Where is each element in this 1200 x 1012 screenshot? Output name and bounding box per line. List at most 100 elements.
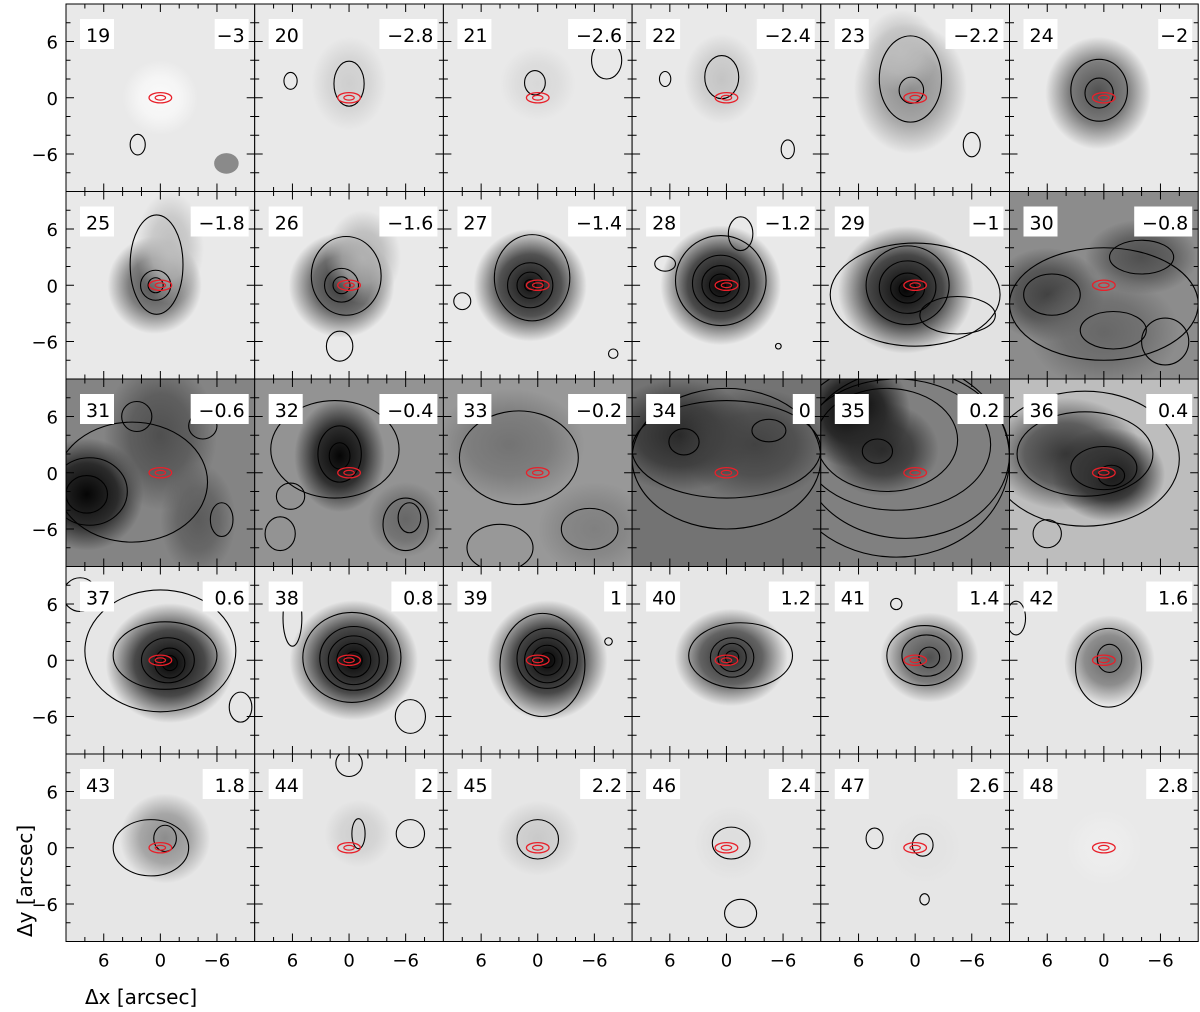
contour-line	[886, 625, 963, 687]
contour-line	[112, 621, 218, 690]
velocity-label-box	[190, 394, 249, 424]
contour-line	[560, 507, 619, 551]
channel-label-box	[646, 19, 681, 49]
velocity-label: −0.8	[1142, 213, 1188, 235]
contour-line	[711, 826, 751, 860]
contour-line	[310, 235, 382, 316]
channel-number: 29	[841, 213, 865, 235]
contour-line	[829, 242, 1001, 347]
channel-number: 46	[652, 775, 676, 797]
velocity-label: 1.8	[214, 775, 244, 797]
contour-line	[395, 819, 426, 849]
red-marker-inner	[1098, 844, 1110, 851]
contour-line	[878, 260, 937, 314]
velocity-label-box	[957, 581, 1004, 612]
channel-number: 31	[86, 400, 110, 422]
contour-line	[507, 262, 554, 309]
channel-number: 25	[86, 213, 110, 235]
red-marker-outer	[1091, 466, 1116, 479]
emission-blob	[886, 810, 963, 886]
channel-label-box	[834, 206, 869, 237]
velocity-label-box	[957, 769, 1004, 799]
contour-line	[302, 611, 402, 703]
velocity-label-box	[945, 19, 1004, 49]
contour-line	[898, 76, 925, 104]
emission-blob	[1028, 275, 1180, 379]
contour-line	[147, 277, 164, 294]
contour-line	[774, 342, 782, 350]
channel-panel: 37 0.6 6 0 −6	[31, 566, 256, 755]
emission-blob	[880, 612, 979, 703]
red-marker-outer	[525, 841, 550, 854]
channel-number: 32	[275, 400, 299, 422]
contour-line	[658, 70, 672, 88]
channel-number: 23	[841, 25, 865, 47]
contour-line	[317, 425, 362, 483]
contour-line	[1070, 58, 1128, 122]
contour-line	[962, 131, 981, 158]
channel-label-box	[457, 581, 492, 612]
red-marker-inner	[531, 657, 544, 664]
emission-blob	[311, 36, 387, 131]
beam-ellipse	[214, 153, 239, 174]
red-marker-inner	[720, 844, 733, 851]
red-marker-outer	[525, 654, 550, 667]
channel-number: 34	[652, 400, 676, 422]
contour-line	[901, 634, 952, 677]
channel-panel: 24 −2	[1009, 3, 1199, 192]
red-marker-inner	[531, 282, 544, 289]
velocity-label: −2.4	[765, 25, 811, 47]
y-tick-label: 6	[47, 595, 58, 616]
contour-line	[1023, 273, 1081, 316]
y-tick-label: −6	[31, 333, 58, 354]
channel-label-box	[646, 394, 681, 424]
velocity-label-box	[1146, 581, 1193, 612]
contour-line	[1074, 627, 1143, 708]
velocity-label-box	[379, 19, 438, 49]
red-marker-inner	[720, 282, 733, 289]
emission-blob	[122, 60, 199, 136]
channel-panel: 39 1	[442, 566, 633, 755]
red-marker-inner	[909, 282, 921, 289]
channel-number: 44	[275, 775, 299, 797]
contour-line	[112, 819, 190, 877]
velocity-label: 1.4	[969, 588, 999, 610]
contour-line	[674, 235, 767, 327]
contour-line	[865, 245, 950, 326]
x-tick-label: −6	[392, 951, 419, 972]
channel-panel: 19 −3 6 0 −6	[31, 3, 256, 192]
contour-line	[1141, 317, 1190, 366]
velocity-label: 2.6	[969, 775, 999, 797]
channel-number: 36	[1030, 400, 1054, 422]
red-marker-outer	[148, 466, 173, 479]
emission-blob	[496, 800, 580, 876]
x-tick-label: 6	[664, 951, 675, 972]
red-marker-outer	[903, 91, 928, 104]
contour-line	[283, 71, 298, 90]
contour-line	[1084, 77, 1114, 109]
channel-panel: 47 2.6 6 0 −6	[820, 753, 1010, 972]
contour-line	[351, 818, 366, 850]
velocity-label: −1.4	[576, 213, 622, 235]
channel-number: 43	[86, 775, 110, 797]
red-marker-outer	[525, 91, 550, 104]
contour-line	[865, 827, 884, 850]
contour-line	[336, 642, 372, 678]
contour-line	[688, 622, 794, 689]
contour-line	[228, 691, 253, 723]
channel-label-box	[80, 394, 114, 424]
channel-label-box	[457, 394, 492, 424]
channel-number: 22	[652, 25, 676, 47]
contour-line	[66, 475, 109, 514]
emission-blob	[443, 388, 585, 501]
velocity-label-box	[568, 394, 627, 424]
channel-label-box	[834, 394, 869, 424]
contour-line	[209, 502, 234, 538]
red-marker-inner	[343, 282, 355, 289]
contour-line	[153, 824, 177, 853]
velocity-label: −1.6	[387, 213, 433, 235]
contour-line	[493, 234, 571, 322]
contour-line	[121, 400, 153, 433]
velocity-label-box	[1146, 769, 1193, 799]
x-tick-label: 6	[1042, 951, 1053, 972]
